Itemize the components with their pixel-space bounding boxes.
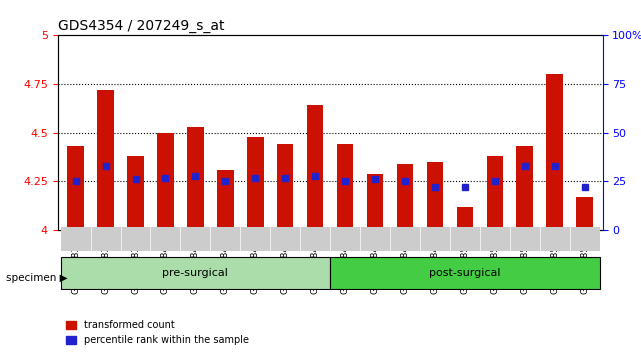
Bar [217,170,233,230]
Text: post-surgical: post-surgical [429,268,501,278]
Bar [390,227,420,251]
Bar [121,227,151,251]
FancyBboxPatch shape [330,257,599,289]
Bar [187,127,204,230]
Bar [307,105,323,230]
Text: pre-surgical: pre-surgical [162,268,228,278]
Bar [510,227,540,251]
Bar [420,227,450,251]
Bar [576,197,593,230]
Bar [456,207,473,230]
Bar [517,147,533,230]
Bar [61,227,90,251]
Bar [67,147,84,230]
Bar [97,90,114,230]
Bar [546,74,563,230]
Bar [240,227,271,251]
Bar [337,144,353,230]
Bar [210,227,240,251]
Bar [397,164,413,230]
Bar [360,227,390,251]
Bar [151,227,180,251]
Text: specimen ▶: specimen ▶ [6,273,68,283]
Bar [300,227,330,251]
Bar [570,227,599,251]
Bar [427,162,443,230]
Bar [330,227,360,251]
Bar [90,227,121,251]
Legend: transformed count, percentile rank within the sample: transformed count, percentile rank withi… [63,316,253,349]
Bar [128,156,144,230]
Bar [367,174,383,230]
Bar [271,227,300,251]
Bar [157,133,174,230]
Text: GDS4354 / 207249_s_at: GDS4354 / 207249_s_at [58,19,224,33]
Bar [450,227,480,251]
Bar [480,227,510,251]
Bar [487,156,503,230]
Bar [180,227,210,251]
Bar [277,144,294,230]
Bar [247,137,263,230]
Bar [540,227,570,251]
FancyBboxPatch shape [61,257,330,289]
